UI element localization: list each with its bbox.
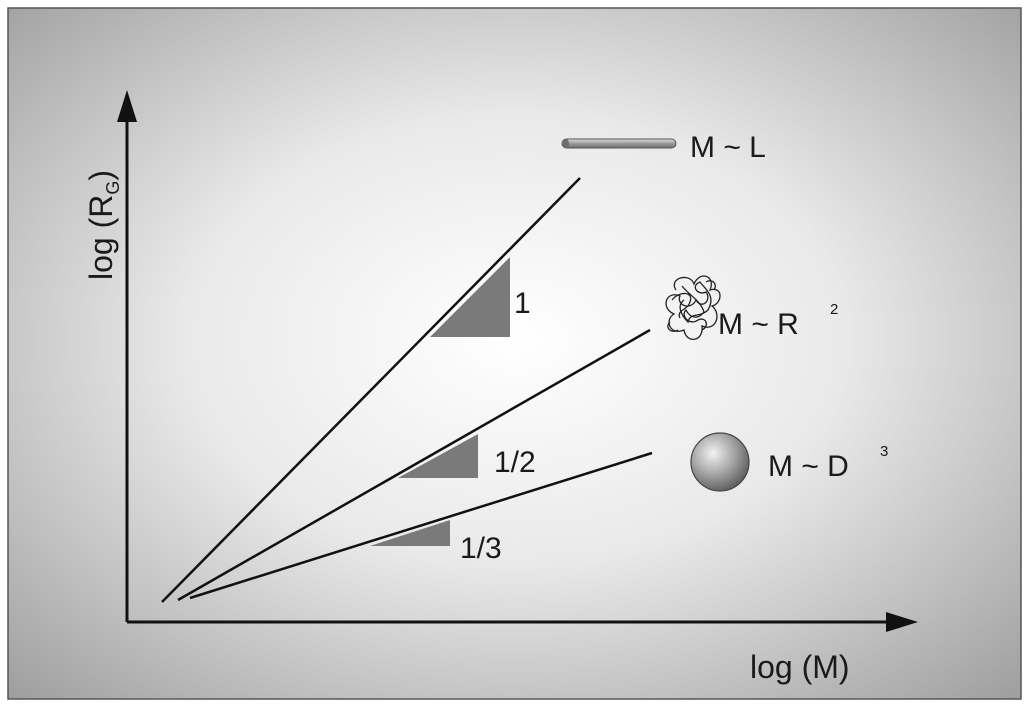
relation-coil: M ~ R [718, 308, 799, 341]
slope-line-half [177, 328, 651, 602]
y-axis-label-main: log (R [83, 195, 119, 280]
sphere-icon [690, 432, 750, 492]
relation-sphere: M ~ D [768, 450, 849, 483]
svg-text:log (RG): log (RG) [83, 170, 123, 280]
y-axis-arrowhead [117, 90, 137, 122]
relation-sphere-exponent: 3 [880, 443, 888, 460]
rod-icon [561, 138, 677, 149]
slope-triangle-third [370, 520, 450, 546]
slope-triangle-1 [430, 257, 510, 337]
slope-triangle-half [398, 434, 478, 478]
relation-coil-exponent: 2 [830, 301, 838, 318]
background-panel [7, 7, 1022, 700]
x-axis-arrowhead [886, 612, 918, 632]
slope-label-third: 1/3 [460, 532, 502, 565]
slope-line-third [189, 451, 653, 600]
x-axis-label: log (M) [750, 649, 850, 685]
relation-rod: M ~ L [690, 131, 766, 164]
slope-label-1: 1 [514, 287, 531, 320]
slope-label-half: 1/2 [494, 446, 536, 479]
random-coil-icon [665, 275, 721, 340]
y-axis-label: log (RG) [83, 170, 123, 280]
y-axis-label-close: ) [83, 170, 119, 181]
slope-line-1 [161, 177, 581, 603]
y-axis-label-subscript: G [103, 181, 123, 195]
